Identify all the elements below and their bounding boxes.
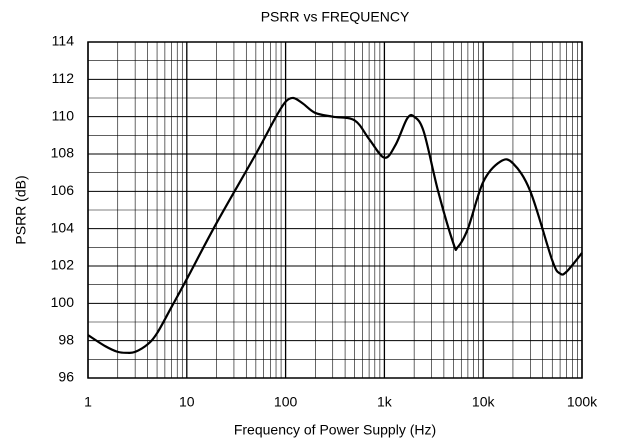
x-tick-label: 100 [274, 394, 298, 410]
y-tick-label: 104 [51, 219, 75, 235]
y-tick-label: 108 [51, 145, 75, 161]
y-tick-label: 98 [58, 331, 74, 347]
x-tick-label: 100k [567, 394, 598, 410]
x-tick-label: 1k [377, 394, 393, 410]
x-axis-label: Frequency of Power Supply (Hz) [234, 422, 436, 438]
plot-frame [87, 41, 583, 379]
x-tick-label: 1 [84, 394, 92, 410]
data-line [87, 96, 583, 354]
y-tick-label: 100 [51, 294, 75, 310]
y-tick-label: 106 [51, 182, 75, 198]
y-tick-label: 102 [51, 257, 75, 273]
y-tick-label: 112 [52, 70, 75, 86]
x-tick-label: 10 [179, 394, 195, 410]
x-tick-label: 10k [472, 394, 496, 410]
y-tick-label: 114 [52, 33, 75, 49]
y-axis-label: PSRR (dB) [13, 175, 29, 244]
chart-title: PSRR vs FREQUENCY [261, 9, 410, 25]
y-tick-label: 96 [58, 369, 74, 385]
y-tick-label: 110 [52, 107, 75, 123]
